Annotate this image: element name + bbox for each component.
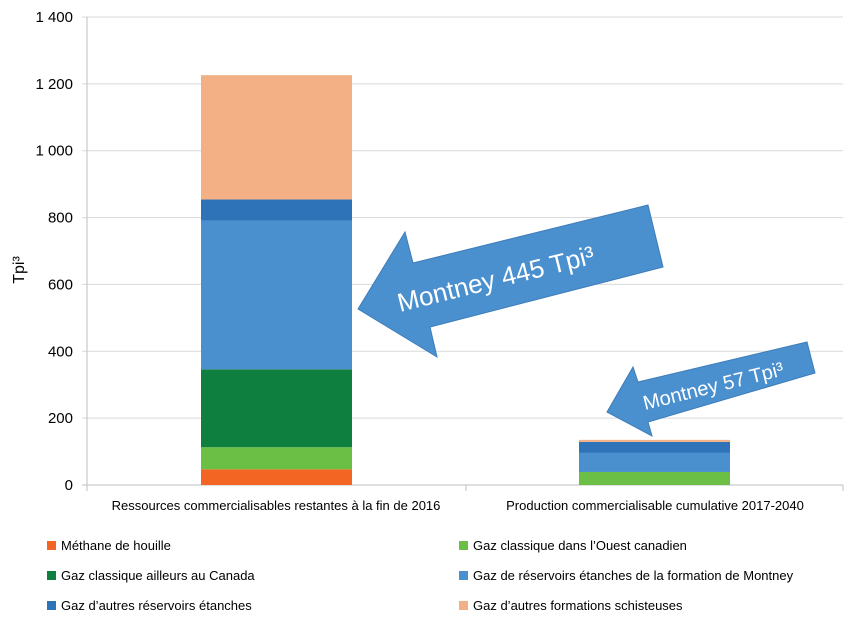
legend-item-coalbed-methane: Méthane de houille bbox=[47, 538, 171, 553]
y-tick-label: 600 bbox=[48, 276, 73, 293]
bar-segment bbox=[201, 220, 352, 370]
legend-swatch-icon bbox=[47, 541, 56, 550]
bar-segment bbox=[201, 75, 352, 200]
bar-segment bbox=[579, 452, 730, 472]
legend-swatch-icon bbox=[459, 541, 468, 550]
legend-label: Gaz classique dans l’Ouest canadien bbox=[473, 538, 687, 553]
legend-item-conventional-wcsb: Gaz classique dans l’Ouest canadien bbox=[459, 538, 687, 553]
y-axis-ticks: 0 200 400 600 800 1 000 1 200 1 400 bbox=[35, 9, 73, 494]
category-label-remaining-resources: Ressources commercialisables restantes à… bbox=[112, 498, 441, 513]
x-axis bbox=[86, 485, 844, 491]
bar-segment bbox=[579, 439, 730, 442]
y-tick-label: 1 000 bbox=[35, 143, 73, 160]
legend-label: Gaz classique ailleurs au Canada bbox=[61, 568, 255, 583]
legend-swatch-icon bbox=[47, 601, 56, 610]
legend-item-other-shale: Gaz d’autres formations schisteuses bbox=[459, 598, 683, 613]
callout-arrow-big bbox=[357, 204, 664, 359]
y-tick-label: 1 400 bbox=[35, 9, 73, 26]
y-tick-label: 1 200 bbox=[35, 76, 73, 93]
legend-swatch-icon bbox=[459, 571, 468, 580]
legend-label: Méthane de houille bbox=[61, 538, 171, 553]
legend-label: Gaz d’autres formations schisteuses bbox=[473, 598, 683, 613]
y-tick-label: 0 bbox=[65, 477, 73, 494]
y-tick-label: 200 bbox=[48, 410, 73, 427]
legend-swatch-icon bbox=[47, 571, 56, 580]
legend-item-other-tight: Gaz d’autres réservoirs étanches bbox=[47, 598, 252, 613]
montney-445-callout: Montney 445 Tpi³ bbox=[357, 204, 664, 359]
bar-segment bbox=[201, 469, 352, 485]
bars bbox=[201, 75, 730, 485]
legend-label: Gaz d’autres réservoirs étanches bbox=[61, 598, 252, 613]
bar-segment bbox=[201, 447, 352, 470]
y-tick-label: 400 bbox=[48, 343, 73, 360]
bar-segment bbox=[579, 471, 730, 485]
bar-segment bbox=[201, 199, 352, 221]
y-axis-label: Tpi³ bbox=[11, 256, 28, 284]
bar-segment bbox=[579, 441, 730, 453]
legend-label: Gaz de réservoirs étanches de la formati… bbox=[473, 568, 794, 583]
callout-arrow-small bbox=[606, 341, 816, 437]
legend-item-montney-tight: Gaz de réservoirs étanches de la formati… bbox=[459, 568, 793, 583]
y-tick-label: 800 bbox=[48, 210, 73, 227]
legend-swatch-icon bbox=[459, 601, 468, 610]
montney-57-callout: Montney 57 Tpi³ bbox=[606, 341, 816, 437]
category-label-cumulative-production: Production commercialisable cumulative 2… bbox=[506, 498, 804, 513]
bar-segment bbox=[201, 369, 352, 448]
legend-item-conventional-elsewhere: Gaz classique ailleurs au Canada bbox=[47, 568, 255, 583]
